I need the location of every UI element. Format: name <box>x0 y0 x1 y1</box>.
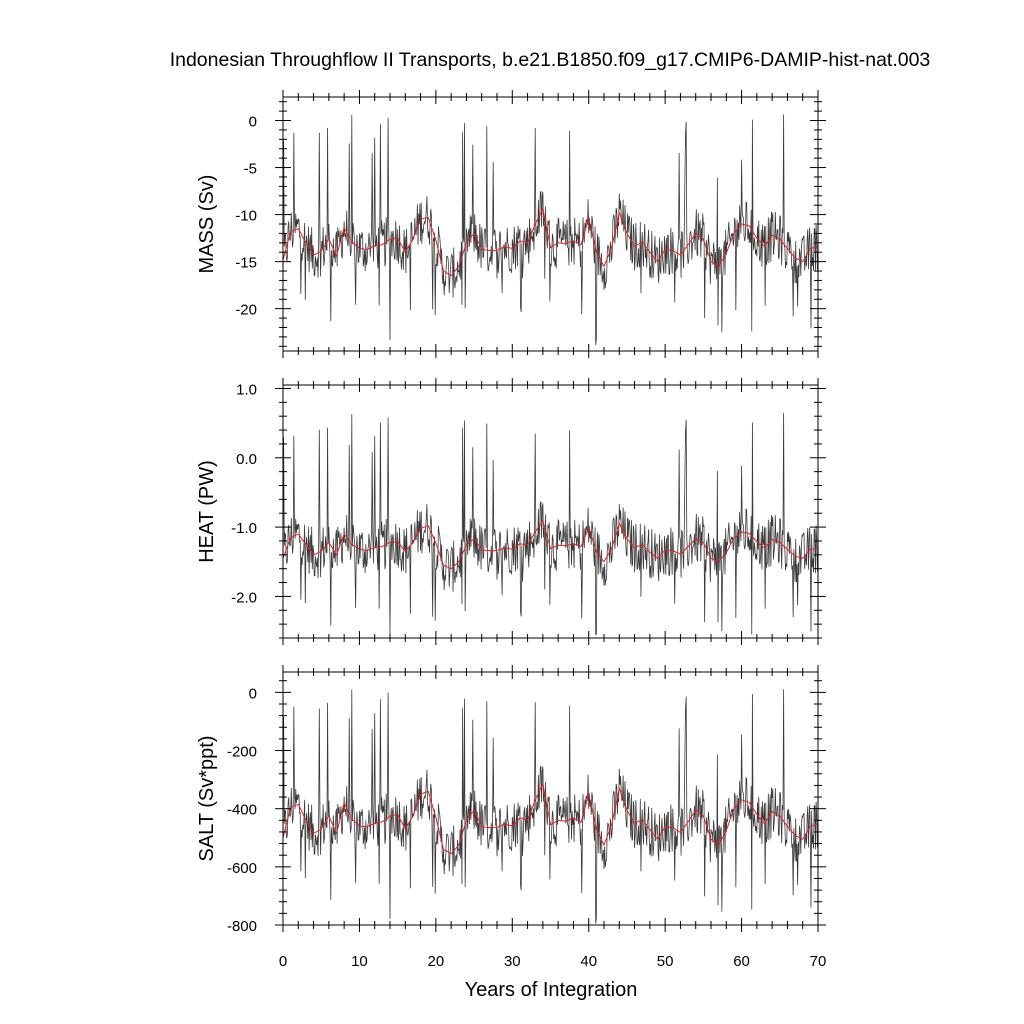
x-tick-label: 40 <box>580 953 597 970</box>
x-tick-label: 10 <box>351 953 368 970</box>
raw-series-salt <box>282 689 819 924</box>
x-tick-label: 70 <box>810 953 827 970</box>
y-tick-label: 0 <box>249 685 257 702</box>
y-tick-label: 1.0 <box>236 381 257 398</box>
plot-frame-heat <box>282 384 819 639</box>
raw-series-heat <box>282 413 819 635</box>
x-tick-labels: 0 10 20 30 40 50 60 70 <box>279 953 827 970</box>
plot-frame-salt <box>282 671 819 926</box>
y-tick-label: -15 <box>235 255 257 272</box>
y-tick-label: -400 <box>227 802 257 819</box>
x-tick-label: 50 <box>657 953 674 970</box>
y-axis-label-heat: HEAT (PW) <box>196 460 218 563</box>
chart-title: Indonesian Throughflow II Transports, b.… <box>170 49 931 71</box>
smoothed-series-heat <box>282 519 819 570</box>
y-tick-label: -800 <box>227 918 257 935</box>
panel-heat: 1.0 0.0 -1.0 -2.0 HEAT (PW) <box>196 378 826 645</box>
y-tick-label: -1.0 <box>231 520 257 537</box>
y-tick-label: 0 <box>249 114 257 131</box>
smoothed-series-salt <box>282 782 819 855</box>
smoothed-series-mass <box>282 207 819 277</box>
x-tick-label: 60 <box>733 953 750 970</box>
y-tick-label: -600 <box>227 860 257 877</box>
x-tick-label: 20 <box>428 953 445 970</box>
y-tick-label: 0.0 <box>236 451 257 468</box>
x-tick-label: 0 <box>279 953 287 970</box>
x-axis-label: Years of Integration <box>465 979 638 1001</box>
plot-frame-mass <box>282 96 819 352</box>
panel-mass: 0 -5 -10 -15 -20 MASS (Sv) <box>196 90 826 358</box>
y-axis-label-mass: MASS (Sv) <box>196 175 218 274</box>
y-tick-label: -20 <box>235 302 257 319</box>
panel-salt: 0 -200 -400 -600 -800 SALT (Sv*ppt) <box>196 665 826 935</box>
y-tick-label: -200 <box>227 744 257 761</box>
y-axis-label-salt: SALT (Sv*ppt) <box>196 736 218 862</box>
y-tick-label: -10 <box>235 208 257 225</box>
raw-series-mass <box>282 114 819 346</box>
y-tick-label: -5 <box>244 161 257 178</box>
x-tick-label: 30 <box>504 953 521 970</box>
y-tick-label: -2.0 <box>231 589 257 606</box>
